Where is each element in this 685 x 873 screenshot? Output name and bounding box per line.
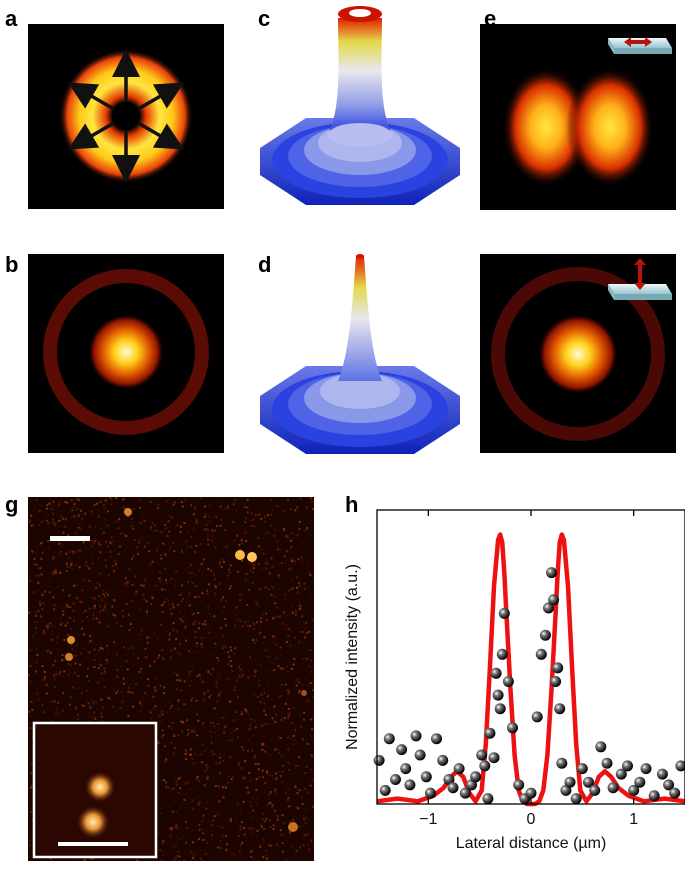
data-point [476, 750, 487, 761]
panel-c-3d-surface [246, 0, 471, 212]
panel-label-g: g [5, 494, 18, 516]
x-tick-label: 0 [527, 811, 536, 828]
x-tick-label: −1 [419, 811, 437, 828]
panel-d-3d-surface [246, 246, 471, 461]
data-point [546, 567, 557, 578]
x-tick-label: 1 [629, 811, 638, 828]
panel-a-donut-focus [28, 24, 224, 209]
data-point [552, 662, 563, 673]
panel-h-chart: −1 0 1 Normalized intensity (a.u.) Lateral… [330, 492, 685, 868]
data-point [602, 758, 613, 769]
data-point [595, 741, 606, 752]
data-point [499, 608, 510, 619]
scale-bar [50, 536, 90, 541]
data-point [404, 779, 415, 790]
panel-f-focus-ring [480, 254, 676, 453]
data-point [425, 788, 436, 799]
data-point [497, 649, 508, 660]
data-point [479, 760, 490, 771]
data-point [554, 703, 565, 714]
data-point [589, 785, 600, 796]
data-point [526, 788, 537, 799]
data-point [415, 750, 426, 761]
data-point [380, 785, 391, 796]
inset-zoom [34, 723, 156, 857]
data-point [489, 752, 500, 763]
data-point [495, 703, 506, 714]
panel-label-b: b [5, 254, 18, 276]
data-point [577, 763, 588, 774]
data-point [634, 777, 645, 788]
panel-g-microscopy-image [28, 497, 314, 861]
data-point [400, 763, 411, 774]
data-point [565, 777, 576, 788]
data-point [448, 782, 459, 793]
data-point [513, 779, 524, 790]
panel-b-focus-ring [28, 254, 224, 453]
data-point [503, 676, 514, 687]
data-point [493, 690, 504, 701]
data-point [571, 793, 582, 804]
data-point [431, 733, 442, 744]
data-point [484, 728, 495, 739]
data-point [437, 755, 448, 766]
data-point [540, 630, 551, 641]
x-axis-label: Lateral distance (µm) [456, 835, 607, 852]
data-point [421, 771, 432, 782]
panel-e-two-lobes [480, 24, 676, 210]
data-point [649, 790, 660, 801]
y-axis-label: Normalized intensity (a.u.) [344, 564, 361, 750]
data-point [536, 649, 547, 660]
data-point [556, 758, 567, 769]
fit-curve [377, 535, 685, 805]
data-point [657, 769, 668, 780]
data-point [622, 760, 633, 771]
data-point [550, 676, 561, 687]
data-point [507, 722, 518, 733]
data-point [396, 744, 407, 755]
data-point [390, 774, 401, 785]
data-point [374, 755, 385, 766]
data-point [454, 763, 465, 774]
panel-label-a: a [5, 8, 17, 30]
horizontal-arrow-icon [608, 37, 672, 54]
data-point [641, 763, 652, 774]
data-point [608, 782, 619, 793]
data-point [482, 793, 493, 804]
data-point [491, 668, 502, 679]
data-point [384, 733, 395, 744]
data-point [532, 711, 543, 722]
data-point [669, 788, 680, 799]
inset-scale-bar [58, 842, 128, 846]
data-point [675, 760, 685, 771]
data-point [470, 771, 481, 782]
data-point [548, 594, 559, 605]
data-point [411, 730, 422, 741]
